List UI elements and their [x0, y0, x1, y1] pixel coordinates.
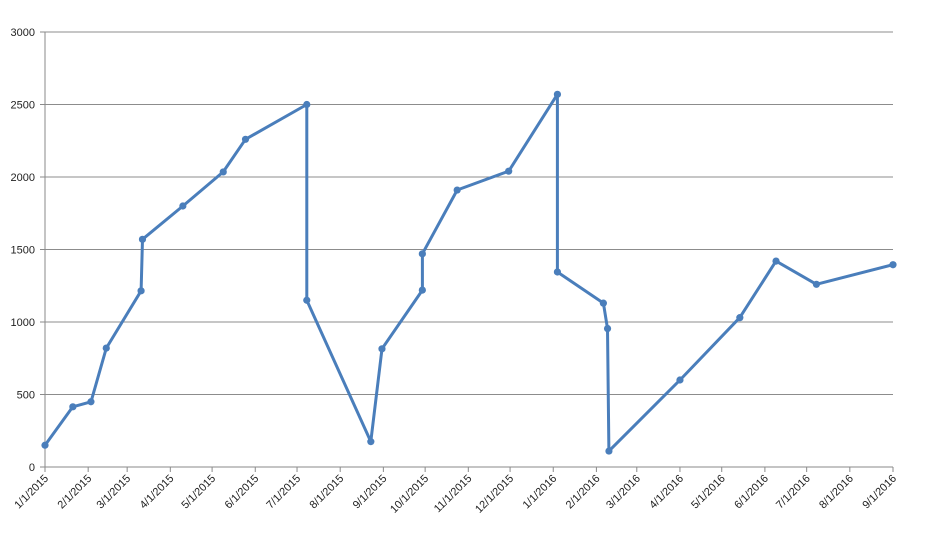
data-point — [219, 168, 227, 176]
x-tick-label: 11/1/2015 — [432, 473, 475, 516]
x-tick-label: 3/1/2016 — [604, 473, 643, 512]
data-point — [418, 286, 426, 294]
x-tick-label: 6/1/2016 — [732, 473, 771, 512]
x-tick-label: 4/1/2016 — [647, 473, 686, 512]
x-axis-tick-labels: 1/1/2015 2/1/2015 3/1/2015 4/1/2015 5/1/2015… — [12, 467, 899, 516]
data-point — [453, 186, 461, 194]
data-point — [889, 261, 897, 269]
x-tick-label: 4/1/2015 — [138, 473, 177, 512]
data-point — [41, 441, 49, 449]
data-point — [736, 314, 744, 322]
gridlines — [45, 31, 893, 395]
x-tick-label: 7/1/2016 — [774, 473, 813, 512]
series-points — [41, 90, 897, 455]
data-point — [553, 268, 562, 276]
x-tick-label: 2/1/2016 — [564, 473, 603, 512]
data-point — [812, 280, 821, 288]
data-point — [772, 257, 780, 265]
y-tick-label: 500 — [17, 390, 35, 402]
y-tick-label: 1500 — [11, 245, 35, 257]
x-tick-label: 8/1/2016 — [817, 473, 856, 512]
x-tick-label: 1/1/2015 — [12, 473, 51, 512]
data-point — [418, 250, 426, 258]
data-point — [102, 344, 110, 352]
data-point — [138, 235, 147, 243]
data-point — [303, 100, 311, 109]
data-point — [179, 202, 187, 210]
y-tick-label: 2000 — [11, 172, 35, 184]
x-tick-label: 6/1/2015 — [223, 473, 262, 512]
x-tick-label: 10/1/2015 — [388, 473, 431, 516]
data-point — [599, 299, 607, 307]
x-tick-label: 2/1/2015 — [56, 473, 95, 512]
x-tick-label: 5/1/2015 — [179, 473, 218, 512]
x-tick-label: 9/1/2015 — [351, 473, 390, 512]
x-tick-label: 9/1/2016 — [860, 473, 899, 512]
data-point — [553, 90, 562, 98]
y-axis-tick-labels: 0 500 1000 1500 2000 2500 3000 — [11, 27, 45, 474]
data-point — [605, 447, 613, 455]
x-tick-label: 3/1/2015 — [95, 473, 134, 512]
y-tick-label: 3000 — [11, 27, 35, 39]
data-point — [69, 403, 77, 411]
data-point — [676, 376, 684, 384]
x-tick-label: 1/1/2016 — [521, 473, 560, 512]
x-tick-label: 7/1/2015 — [264, 473, 303, 512]
y-tick-label: 1000 — [11, 317, 35, 329]
data-point — [137, 287, 145, 295]
y-tick-label: 2500 — [11, 100, 35, 112]
series-line — [43, 92, 894, 453]
data-point — [378, 345, 386, 353]
x-tick-label: 5/1/2016 — [689, 473, 728, 512]
x-tick-label: 12/1/2015 — [473, 473, 516, 516]
data-point — [505, 167, 513, 175]
series-line-0 — [43, 92, 894, 453]
data-point — [87, 398, 95, 406]
data-point — [603, 324, 612, 333]
data-point — [303, 296, 311, 304]
data-point — [241, 135, 250, 143]
x-tick-label: 8/1/2015 — [308, 473, 347, 512]
y-tick-label: 0 — [29, 462, 35, 474]
data-point — [367, 438, 375, 446]
